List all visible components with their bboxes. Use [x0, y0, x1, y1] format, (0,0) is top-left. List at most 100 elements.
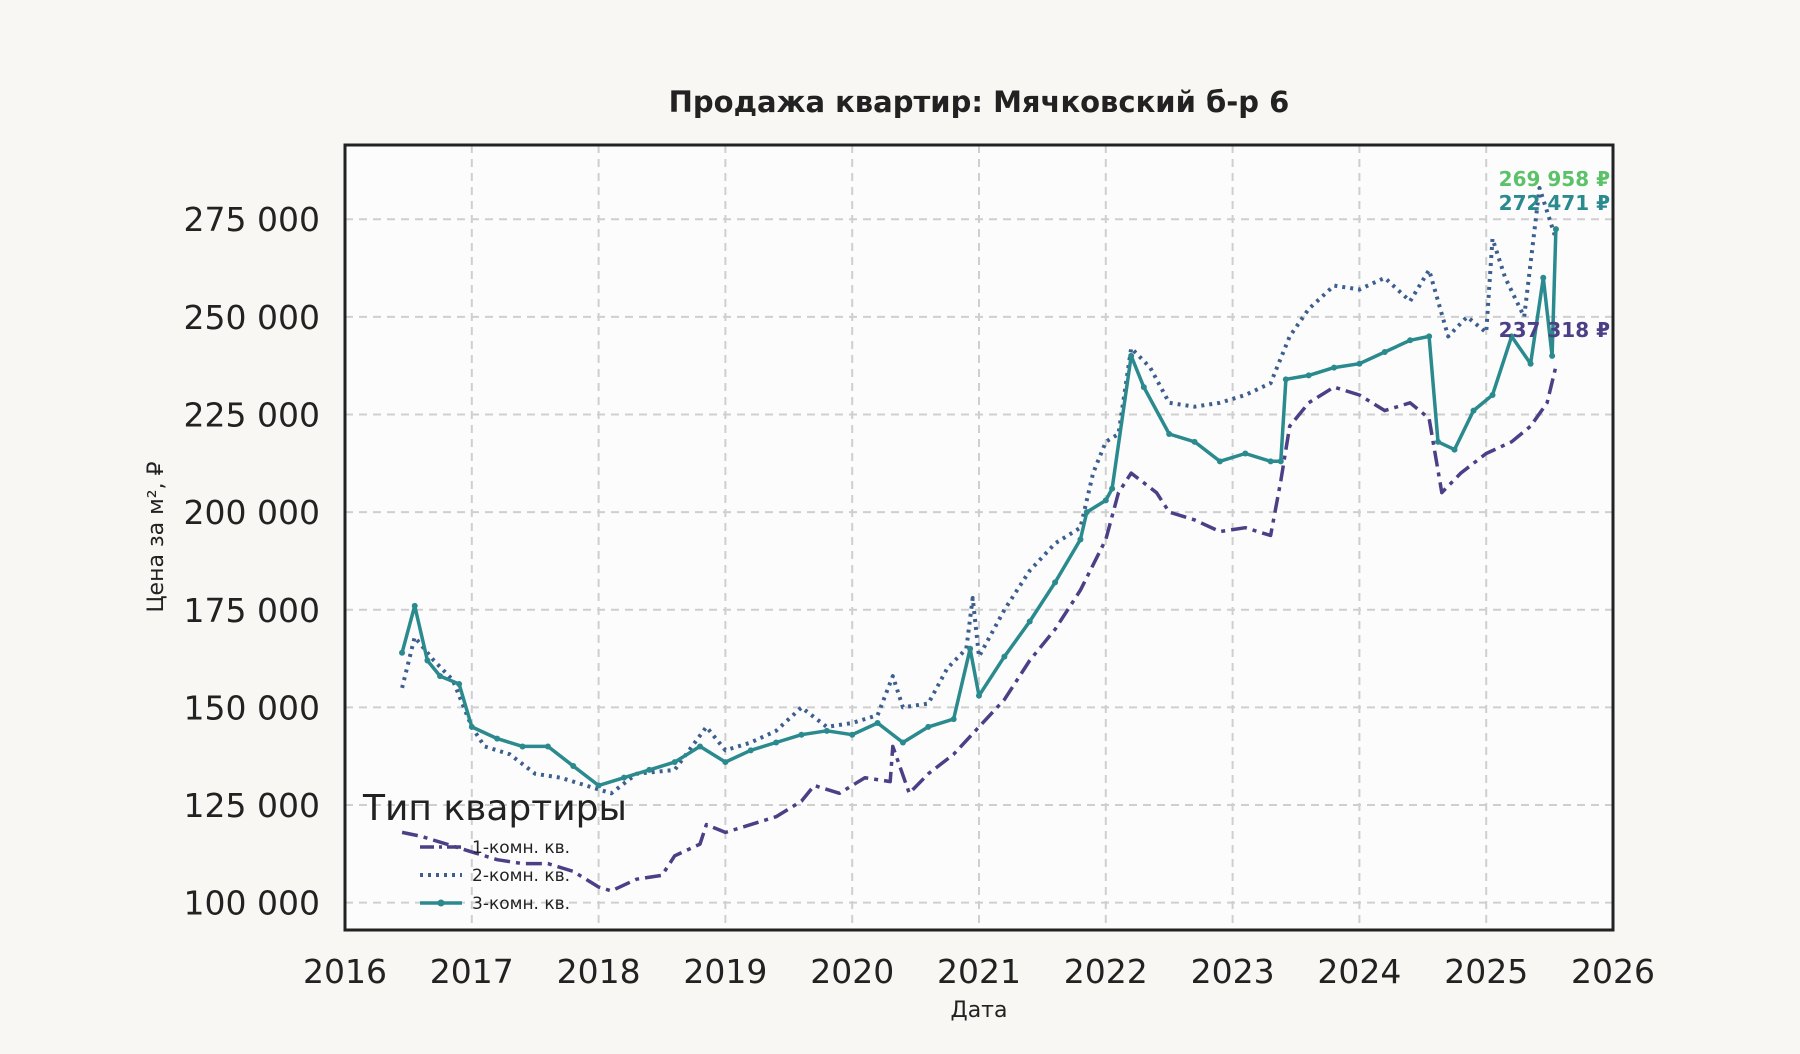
- series-point-3room: [976, 692, 982, 699]
- series-point-3room: [823, 727, 830, 734]
- series-point-3room: [646, 766, 653, 773]
- y-axis-ticks: 100 000 125 000 150 000 175 000 200 000 225 0…: [184, 200, 320, 922]
- series-point-3room: [899, 739, 906, 746]
- series-point-3room: [1026, 618, 1033, 625]
- x-tick-label: 2022: [1064, 952, 1148, 991]
- series-point-3room: [671, 759, 678, 766]
- legend-entry-1room: 1-комн. кв.: [420, 838, 570, 858]
- series-point-3room: [967, 645, 974, 652]
- series-point-3room: [1166, 431, 1173, 438]
- series-point-3room: [494, 735, 501, 742]
- x-tick-label: 2020: [810, 952, 894, 991]
- series-point-3room: [411, 602, 418, 609]
- y-tick-label: 225 000: [184, 395, 320, 434]
- series-point-3room: [1549, 352, 1556, 359]
- series-point-3room: [1102, 497, 1109, 504]
- series-point-3room: [1508, 333, 1515, 340]
- x-tick-label: 2026: [1571, 952, 1655, 991]
- x-tick-label: 2018: [557, 952, 641, 991]
- legend-label-1room: 1-комн. кв.: [472, 838, 570, 858]
- x-axis-ticks: 2016 2017 2018 2019 2020 2021 2022 2023 2024 2025…: [303, 952, 1655, 991]
- series-point-3room: [925, 723, 932, 730]
- series-point-3room: [950, 716, 957, 723]
- y-tick-label: 125 000: [184, 786, 320, 825]
- end-label-3room: 272 471 ₽: [1499, 191, 1610, 215]
- series-point-3room: [1552, 226, 1559, 233]
- x-tick-label: 2016: [303, 952, 387, 991]
- series-point-3room: [1267, 458, 1274, 465]
- series-point-3room: [399, 649, 406, 656]
- series-point-3room: [1140, 384, 1147, 391]
- legend: Тип квартиры 1-комн. кв. 2-комн. кв. 3-к…: [362, 788, 627, 914]
- series-point-3room: [1331, 364, 1338, 371]
- series-point-3room: [595, 782, 602, 789]
- series-point-3room: [1077, 536, 1084, 543]
- legend-entry-2room: 2-комн. кв.: [420, 866, 570, 886]
- series-point-3room: [1527, 360, 1534, 367]
- series-point-3room: [1083, 509, 1090, 516]
- series-point-3room: [697, 743, 704, 750]
- legend-label-3room: 3-комн. кв.: [472, 894, 570, 914]
- series-line-1room: [401, 365, 1558, 893]
- series-point-3room: [1001, 653, 1008, 660]
- y-tick-label: 200 000: [184, 493, 320, 532]
- series-point-3room: [1305, 372, 1312, 379]
- y-axis-label: Цена за м², ₽: [144, 461, 169, 612]
- series-point-3room: [1109, 485, 1116, 492]
- x-tick-label: 2019: [683, 952, 767, 991]
- series-point-3room: [722, 759, 729, 766]
- x-tick-label: 2025: [1444, 952, 1528, 991]
- series-line-2room: [400, 186, 1558, 796]
- x-tick-label: 2023: [1191, 952, 1275, 991]
- series-point-3room: [519, 743, 526, 750]
- legend-entry-3room: 3-комн. кв.: [420, 894, 570, 914]
- x-tick-label: 2021: [937, 952, 1021, 991]
- series-point-3room: [1191, 438, 1198, 445]
- series-point-3room: [1489, 391, 1496, 398]
- end-label-1room: 237 318 ₽: [1499, 318, 1610, 342]
- series-point-3room: [874, 720, 881, 727]
- y-tick-label: 175 000: [184, 591, 320, 630]
- series-point-3room: [437, 673, 444, 680]
- y-tick-label: 150 000: [184, 688, 320, 727]
- series-point-3room: [1216, 458, 1223, 465]
- series-line-3room: [400, 229, 1558, 788]
- series-point-3room: [1277, 458, 1284, 465]
- plot-frame: [343, 143, 1615, 932]
- series-point-3room: [1451, 446, 1458, 453]
- series-point-3room: [1242, 450, 1249, 457]
- y-tick-label: 250 000: [184, 298, 320, 337]
- x-tick-label: 2017: [430, 952, 514, 991]
- chart-title: Продажа квартир: Мячковский б-р 6: [669, 85, 1290, 119]
- series-point-3room: [1407, 337, 1414, 344]
- x-axis-label: Дата: [951, 998, 1008, 1023]
- series-point-3room: [747, 747, 754, 754]
- series-point-3room: [1282, 376, 1289, 383]
- series-point-3room: [1470, 407, 1477, 414]
- y-tick-label: 100 000: [184, 884, 320, 923]
- series-point-3room: [570, 762, 577, 769]
- series-point-3room: [620, 774, 627, 781]
- series-point-3room: [773, 739, 780, 746]
- series-point-3room: [1540, 274, 1547, 281]
- series-point-3room: [1052, 579, 1059, 586]
- end-label-2room: 269 958 ₽: [1499, 167, 1610, 191]
- legend-title: Тип квартиры: [362, 788, 627, 829]
- series-layer: [399, 186, 1559, 893]
- series-point-3room: [1426, 333, 1433, 340]
- series-point-3room: [424, 657, 431, 664]
- series-point-3room: [798, 731, 805, 738]
- series-point-3room: [1435, 438, 1442, 445]
- series-point-3room: [1381, 348, 1388, 355]
- y-tick-label: 275 000: [184, 200, 320, 239]
- series-point-3room: [1356, 360, 1363, 367]
- series-point-3room: [1128, 352, 1135, 359]
- x-tick-label: 2024: [1317, 952, 1401, 991]
- legend-label-2room: 2-комн. кв.: [472, 866, 570, 886]
- legend-marker-3room: [437, 899, 445, 907]
- end-labels: 269 958 ₽272 471 ₽ 237 318 ₽: [1499, 167, 1610, 342]
- series-point-3room: [849, 731, 856, 738]
- series-point-3room: [468, 723, 475, 730]
